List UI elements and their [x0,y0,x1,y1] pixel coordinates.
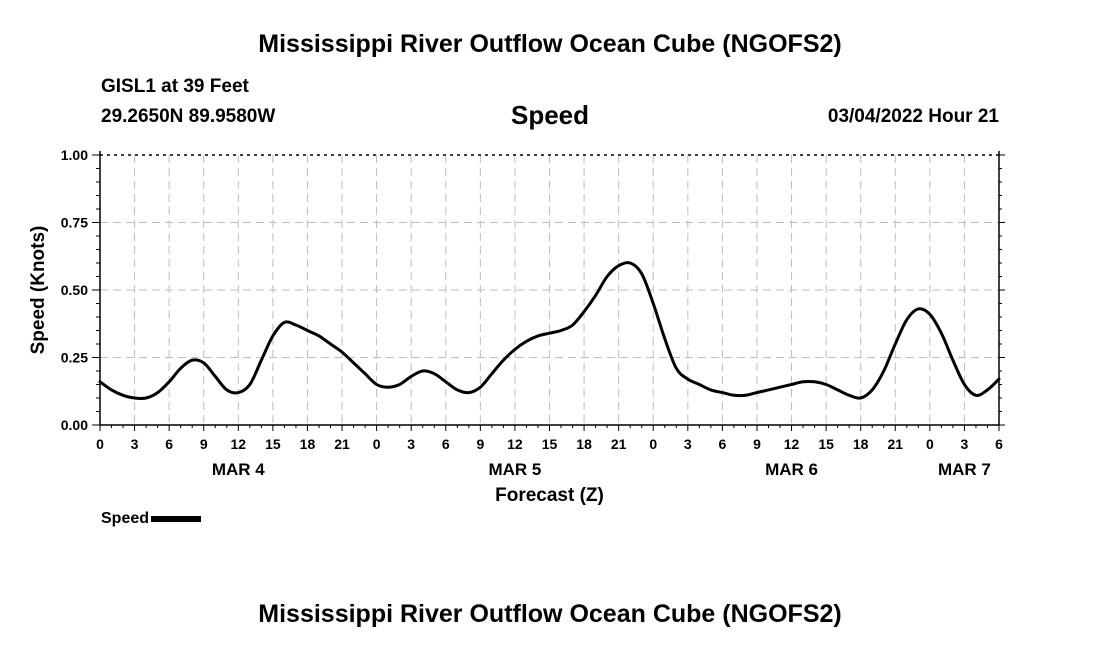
x-tick-label: 0 [926,436,934,452]
x-tick-label: 6 [442,436,450,452]
legend-label: Speed [101,510,150,527]
y-tick-label: 0.75 [61,215,88,231]
x-tick-label: 15 [265,436,281,452]
x-tick-label: 9 [476,436,484,452]
x-tick-label: 6 [718,436,726,452]
x-tick-label: 6 [165,436,173,452]
x-tick-label: 3 [684,436,692,452]
x-tick-label: 9 [200,436,208,452]
x-tick-label: 0 [649,436,657,452]
y-axis-label: Speed (Knots) [28,226,49,355]
x-tick-label: 12 [231,436,247,452]
y-tick-label: 0.50 [61,282,88,298]
x-tick-label: 3 [131,436,139,452]
legend: Speed [101,510,202,528]
x-tick-label: 12 [507,436,523,452]
x-tick-label: 12 [784,436,800,452]
x-tick-label: 18 [300,436,316,452]
x-tick-label: 3 [961,436,969,452]
y-tick-label: 1.00 [61,147,88,163]
date-label: MAR 6 [765,460,818,479]
station-coordinates: 29.2650N 89.9580W [101,106,276,127]
x-tick-label: 15 [818,436,834,452]
x-tick-label: 18 [853,436,869,452]
series-line-speed [98,261,1001,401]
date-label: MAR 4 [212,460,265,479]
x-tick-label: 9 [753,436,761,452]
x-tick-label: 6 [995,436,1003,452]
x-tick-label: 15 [542,436,558,452]
x-tick-label: 18 [576,436,592,452]
x-axis-label: Forecast (Z) [495,485,604,506]
chart-title: Mississippi River Outflow Ocean Cube (NG… [258,30,842,58]
y-tick-label: 0.00 [61,417,88,433]
station-label: GISL1 at 39 Feet [101,76,249,97]
plot-title: Speed [510,100,590,130]
date-label: MAR 7 [938,460,991,479]
x-tick-label: 21 [887,436,903,452]
y-tick-label: 0.25 [61,350,88,366]
x-tick-label: 0 [96,436,104,452]
legend-swatch [151,515,202,522]
x-tick-label: 21 [334,436,350,452]
forecast-datetime: 03/04/2022 Hour 21 [827,106,999,127]
x-tick-label: 21 [611,436,627,452]
footer-title: Mississippi River Outflow Ocean Cube (NG… [258,600,842,628]
x-tick-label: 3 [407,436,415,452]
date-label: MAR 5 [488,460,541,479]
x-tick-label: 0 [373,436,381,452]
